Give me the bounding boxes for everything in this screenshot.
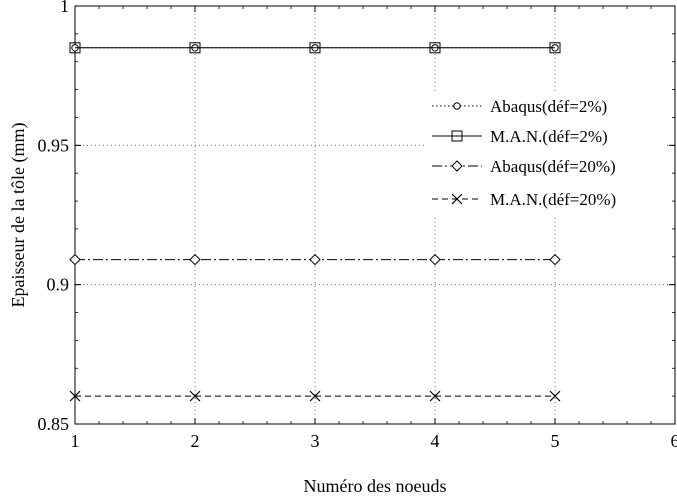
y-tick-label: 0.85 [38, 414, 70, 434]
data-point [309, 42, 321, 54]
series [69, 42, 561, 402]
legend-marker [451, 193, 463, 205]
data-point [309, 390, 321, 402]
series-3 [69, 253, 561, 266]
y-tick-label: 1 [60, 0, 69, 16]
legend-label: M.A.N.(déf=2%) [490, 127, 608, 146]
data-point [429, 253, 441, 266]
y-tick-label: 0.9 [47, 275, 70, 295]
data-point [69, 390, 81, 402]
data-point [549, 42, 561, 54]
legend-label: M.A.N.(déf=20%) [490, 190, 616, 209]
legend-box [425, 92, 665, 216]
legend-entry: Abaqus(déf=20%) [432, 157, 616, 176]
data-point [69, 42, 81, 54]
x-tick-label: 2 [191, 431, 200, 451]
x-tick-label: 3 [311, 431, 320, 451]
data-point [189, 42, 201, 54]
data-point [69, 253, 81, 266]
x-tick-label: 6 [671, 431, 677, 451]
legend-marker [453, 102, 461, 110]
data-point [189, 390, 201, 402]
axis-ticks: 1 2 3 4 5 6 0.85 0.9 0.95 1 [38, 0, 677, 451]
plot-frame [74, 5, 676, 425]
data-point [549, 253, 561, 266]
x-tick-label: 4 [431, 431, 440, 451]
legend-marker [451, 130, 463, 142]
x-axis-label: Numéro des noeuds [304, 476, 447, 496]
legend-entry: M.A.N.(déf=20%) [432, 190, 616, 209]
legend-entry: M.A.N.(déf=2%) [432, 127, 608, 146]
series-4 [69, 390, 561, 402]
legend-marker [451, 160, 463, 172]
data-point [429, 42, 441, 54]
legend-label: Abaqus(déf=2%) [490, 97, 607, 116]
data-point [429, 390, 441, 402]
data-point [549, 390, 561, 402]
y-axis-label: Epaisseur de la tôle (mm) [8, 123, 29, 308]
x-tick-label: 1 [71, 431, 80, 451]
x-tick-label: 5 [551, 431, 560, 451]
series-2 [69, 42, 561, 54]
data-point [189, 253, 201, 266]
y-tick-label: 0.95 [38, 135, 70, 155]
legend-entry: Abaqus(déf=2%) [432, 97, 607, 116]
data-point [309, 253, 321, 266]
legend-label: Abaqus(déf=20%) [490, 157, 616, 176]
legend: Abaqus(déf=2%) M.A.N.(déf=2%) Abaqus(déf=2… [425, 92, 665, 216]
